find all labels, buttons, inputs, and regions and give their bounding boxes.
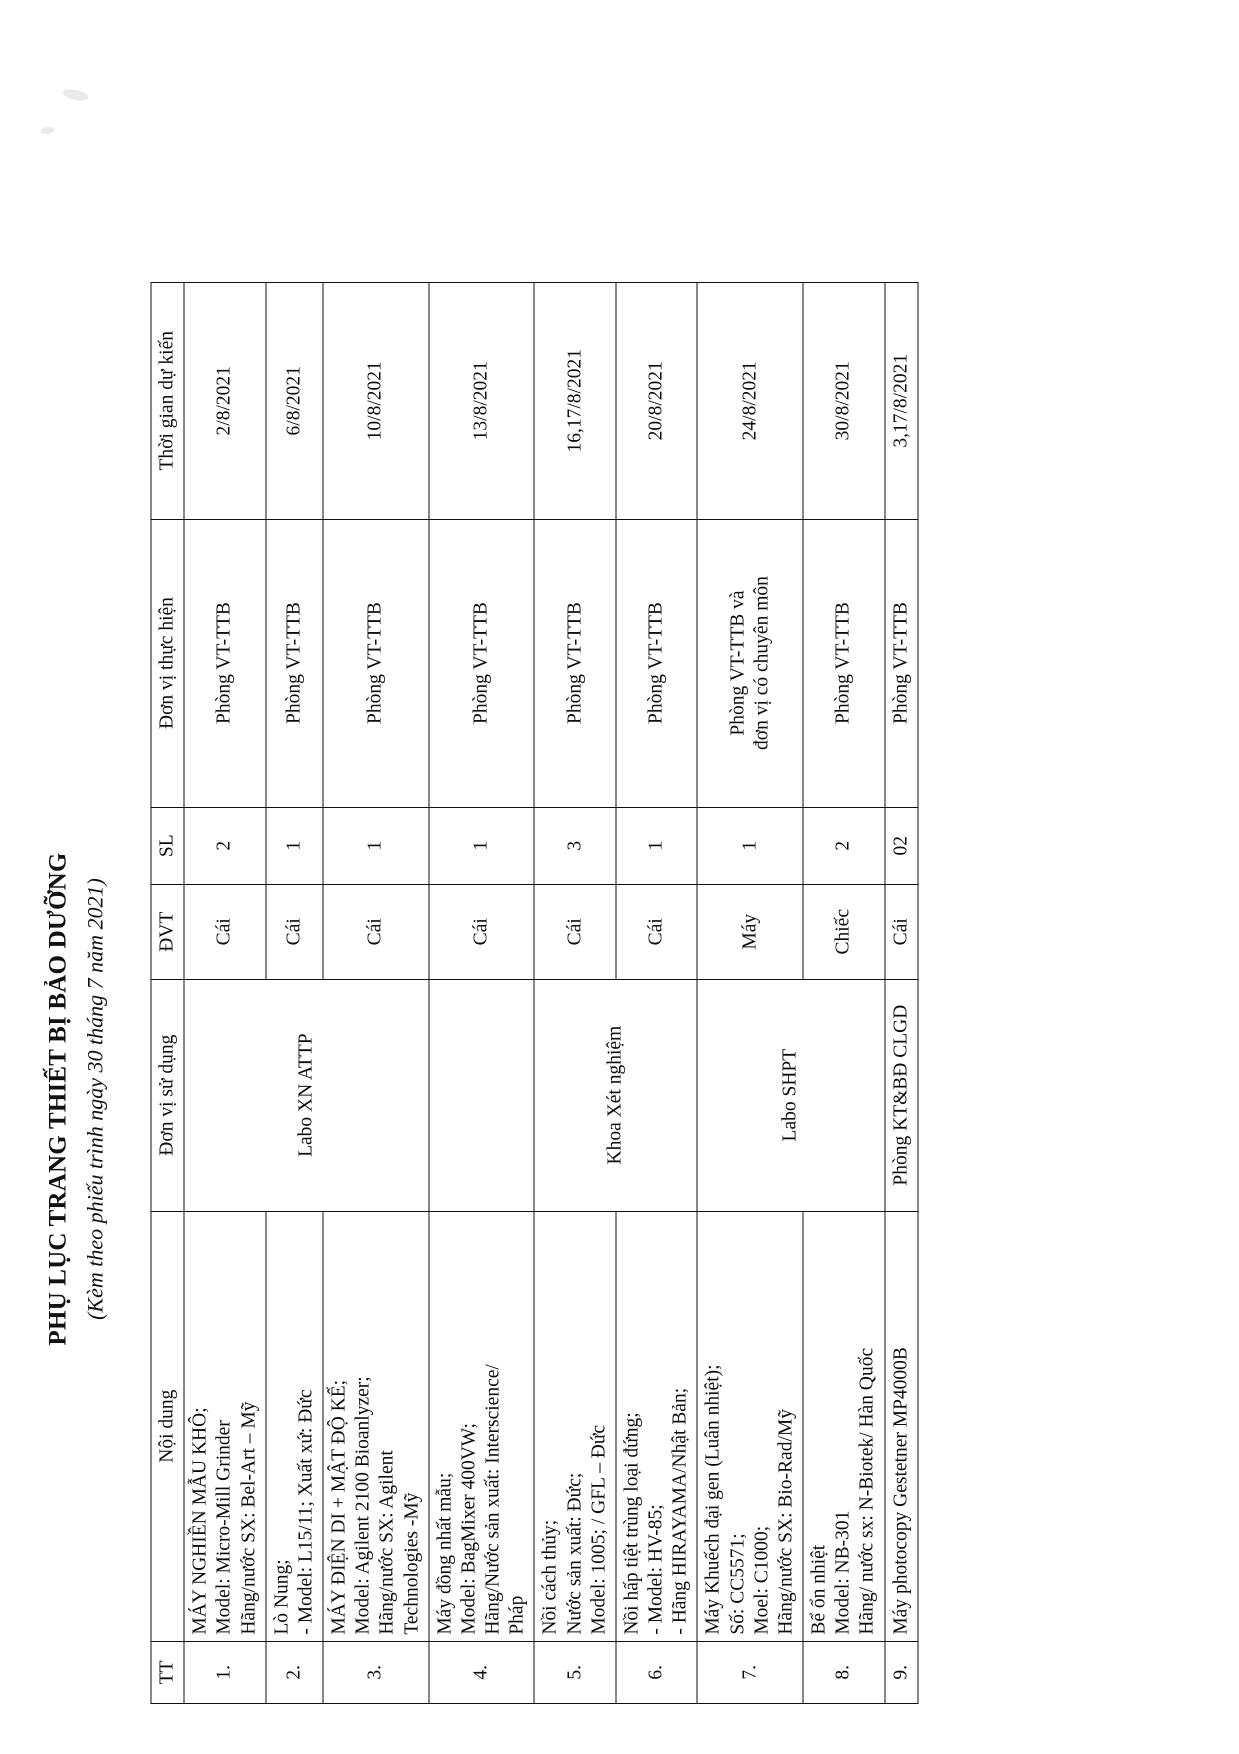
page-subtitle: (Kèm theo phiếu trình ngày 30 tháng 7 nă…	[82, 878, 107, 1320]
cell-sl: 3	[533, 807, 616, 885]
table-row: 4. Máy đồng nhất mẫu; Model: BagMixer 40…	[428, 282, 534, 1704]
cell-dvt: Cái	[322, 884, 429, 980]
cell-dvt: Cái	[265, 884, 323, 980]
cell-sl: 1	[615, 807, 697, 885]
cell-dvt: Cái	[183, 884, 266, 980]
cell-sl: 02	[884, 807, 918, 885]
cell-thoi-gian-du-kien: 3,17/8/2021	[884, 282, 918, 520]
cell-noi-dung: Nồi hấp tiệt trùng loại đứng; - Model: H…	[615, 1211, 697, 1642]
cell-tt: 7.	[696, 1641, 803, 1704]
cell-dvt: Cái	[533, 884, 616, 980]
cell-thoi-gian-du-kien: 10/8/2021	[322, 282, 429, 520]
column-header-don-vi-su-dung: Đơn vị sử dụng	[150, 979, 184, 1212]
scan-artifact-smudge	[61, 87, 89, 103]
column-header-tt: TT	[150, 1641, 184, 1704]
cell-tt: 8.	[802, 1641, 885, 1704]
cell-tt: 3.	[322, 1641, 429, 1704]
cell-tt: 6.	[615, 1641, 697, 1704]
page-title: PHỤ LỤC TRANG THIẾT BỊ BẢO DƯỠNG	[44, 852, 71, 1346]
cell-noi-dung: MÁY ĐIỆN DI + MẬT ĐỘ KẾ; Model: Agilent …	[322, 1211, 429, 1642]
cell-don-vi-su-dung-merged: Khoa Xét nghiệm	[533, 979, 697, 1212]
cell-noi-dung: Máy photocopy Gestetner MP4000B	[884, 1211, 918, 1642]
cell-sl: 1	[428, 807, 534, 885]
table-row: 9. Máy photocopy Gestetner MP4000B Phòng…	[884, 282, 918, 1704]
cell-don-vi-thuc-hien: Phòng VT-TTB	[884, 519, 918, 808]
cell-noi-dung: Bể ổn nhiệt Model: NB-301 Hãng/ nước sx:…	[802, 1211, 885, 1642]
cell-dvt: Chiếc	[802, 884, 885, 980]
cell-don-vi-thuc-hien: Phòng VT-TTB	[615, 519, 697, 808]
table-row: 7. Máy Khuếch đại gen (Luân nhiệt); Số: …	[696, 282, 885, 1704]
cell-noi-dung: Nồi cách thủy; Nước sản xuất: Đức; Model…	[533, 1211, 616, 1642]
table-row: 5. Nồi cách thủy; Nước sản xuất: Đức; Mo…	[533, 282, 697, 1704]
cell-don-vi-thuc-hien: Phòng VT-TTB	[802, 519, 885, 808]
cell-don-vi-thuc-hien: Phòng VT-TTB	[322, 519, 429, 808]
cell-tt: 9.	[884, 1641, 918, 1704]
column-header-noi-dung: Nội dung	[150, 1211, 184, 1642]
cell-sl: 1	[265, 807, 323, 885]
column-header-don-vi-thuc-hien: Đơn vị thực hiện	[150, 519, 184, 808]
cell-noi-dung: Máy Khuếch đại gen (Luân nhiệt); Số: CC5…	[696, 1211, 803, 1642]
cell-dvt: Máy	[696, 884, 803, 980]
cell-thoi-gian-du-kien: 24/8/2021	[696, 282, 803, 520]
cell-noi-dung: MÁY NGHIỀN MẪU KHÔ; Model: Micro-Mill Gr…	[183, 1211, 266, 1642]
cell-thoi-gian-du-kien: 20/8/2021	[615, 282, 697, 520]
cell-tt: 4.	[428, 1641, 534, 1704]
cell-don-vi-thuc-hien: Phòng VT-TTB	[428, 519, 534, 808]
cell-don-vi-su-dung: Phòng KT&BĐ CLGD	[884, 979, 918, 1212]
cell-dvt: Cái	[884, 884, 918, 980]
title-block: PHỤ LỤC TRANG THIẾT BỊ BẢO DƯỠNG (Kèm th…	[44, 719, 108, 1479]
cell-tt: 1.	[183, 1641, 266, 1704]
cell-don-vi-thuc-hien: Phòng VT-TTB và đơn vị có chuyên môn	[696, 519, 803, 808]
cell-don-vi-thuc-hien: Phòng VT-TTB	[533, 519, 616, 808]
cell-noi-dung: Máy đồng nhất mẫu; Model: BagMixer 400VW…	[428, 1211, 534, 1642]
column-header-dvt: ĐVT	[150, 884, 184, 980]
cell-don-vi-su-dung-merged: Labo SHPT	[696, 979, 885, 1212]
cell-tt: 5.	[533, 1641, 616, 1704]
cell-sl: 2	[802, 807, 885, 885]
scan-artifact-speck	[39, 126, 55, 135]
cell-don-vi-su-dung-merged: Labo XN ATTP	[183, 979, 429, 1212]
cell-sl: 1	[696, 807, 803, 885]
cell-tt: 2.	[265, 1641, 323, 1704]
equipment-maintenance-table: TT Nội dung Đơn vị sử dụng ĐVT SL Đơn vị…	[150, 282, 918, 1704]
cell-sl: 2	[183, 807, 266, 885]
cell-don-vi-su-dung-blank	[428, 979, 534, 1212]
column-header-thoi-gian-du-kien: Thời gian dự kiến	[150, 282, 184, 520]
cell-noi-dung: Lò Nung; - Model: L15/11; Xuất xứ: Đức	[265, 1211, 323, 1642]
cell-thoi-gian-du-kien: 16,17/8/2021	[533, 282, 616, 520]
cell-thoi-gian-du-kien: 30/8/2021	[802, 282, 885, 520]
cell-thoi-gian-du-kien: 2/8/2021	[183, 282, 266, 520]
cell-thoi-gian-du-kien: 6/8/2021	[265, 282, 323, 520]
cell-thoi-gian-du-kien: 13/8/2021	[428, 282, 534, 520]
column-header-sl: SL	[150, 807, 184, 885]
cell-dvt: Cái	[615, 884, 697, 980]
table-header-row: TT Nội dung Đơn vị sử dụng ĐVT SL Đơn vị…	[150, 282, 184, 1704]
table-row: 1. MÁY NGHIỀN MẪU KHÔ; Model: Micro-Mill…	[183, 282, 429, 1704]
cell-dvt: Cái	[428, 884, 534, 980]
cell-sl: 1	[322, 807, 429, 885]
cell-don-vi-thuc-hien: Phòng VT-TTB	[265, 519, 323, 808]
cell-don-vi-thuc-hien: Phòng VT-TTB	[183, 519, 266, 808]
